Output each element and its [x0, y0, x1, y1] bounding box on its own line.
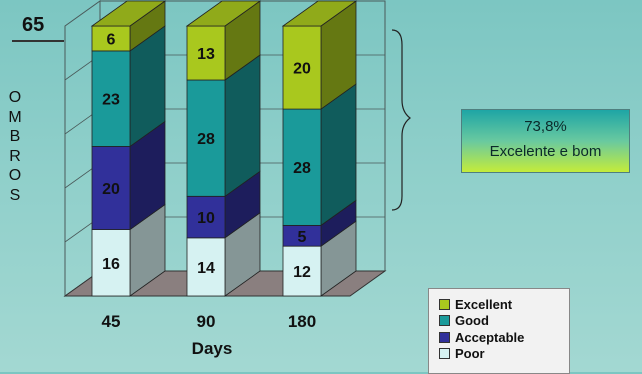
bar-value-label: 10 — [197, 210, 215, 227]
side-label-letter: O — [8, 89, 22, 106]
side-label-letter: S — [9, 186, 21, 204]
bar-value-label: 16 — [102, 256, 120, 273]
bar-segment-poor — [91, 229, 131, 297]
bar-segment-good — [91, 50, 131, 147]
bar-value-label: 14 — [197, 260, 215, 277]
bracket-annotation — [391, 29, 411, 211]
side-label-letter: B — [9, 128, 21, 145]
bar-segment-poor — [186, 237, 226, 297]
legend-label: Good — [455, 313, 489, 329]
x-axis-title: Days — [191, 339, 233, 358]
legend-item: Acceptable — [439, 329, 569, 346]
summary-percent: 73,8% — [524, 118, 567, 135]
side-label-letter: O — [8, 167, 22, 184]
side-label-letter: R — [9, 147, 21, 165]
legend-swatch — [439, 348, 450, 360]
bar-top-face — [185, 0, 262, 27]
bar-segment-acceptable — [186, 195, 226, 239]
bar-value-label: 5 — [298, 229, 307, 246]
bar-segment-good — [186, 79, 226, 197]
chart-legend: Excellent Good Acceptable Poor — [428, 288, 570, 374]
legend-swatch — [439, 331, 450, 343]
x-tick-label: 45 — [102, 312, 121, 331]
bar-value-label: 13 — [197, 46, 215, 63]
bar-value-label: 23 — [102, 92, 120, 109]
legend-item: Good — [439, 313, 569, 330]
summary-box: 73,8% Excelente e bom — [461, 109, 630, 173]
bar-segment-good — [282, 108, 322, 226]
bar-top-face — [90, 0, 167, 27]
bar-value-label: 20 — [293, 61, 311, 78]
bar-segment-excellent — [186, 25, 226, 81]
bar-top-face — [281, 0, 358, 27]
top-total-label: 65 — [22, 14, 45, 36]
side-label-letter: M — [8, 108, 22, 126]
bar-segment-excellent — [91, 25, 131, 52]
top-total-underline — [12, 40, 64, 42]
legend-item: Excellent — [439, 296, 569, 313]
legend-item: Poor — [439, 346, 569, 363]
bar-value-label: 20 — [102, 181, 120, 198]
chart-back-wall — [100, 0, 386, 271]
bar-value-label: 28 — [293, 160, 311, 177]
legend-label: Acceptable — [455, 329, 525, 345]
bar-segment-poor — [282, 245, 322, 297]
x-tick-label: 180 — [288, 312, 316, 331]
x-tick-label: 90 — [197, 312, 216, 331]
bar-value-label: 6 — [107, 31, 116, 48]
bar-segment-acceptable — [91, 146, 131, 230]
bar-value-label: 28 — [197, 131, 215, 148]
legend-label: Poor — [455, 346, 485, 362]
legend-label: Excellent — [455, 296, 513, 312]
bar-value-label: 12 — [293, 264, 311, 281]
legend-swatch — [439, 298, 450, 310]
legend-swatch — [439, 315, 450, 327]
summary-description: Excelente e bom — [489, 143, 602, 160]
